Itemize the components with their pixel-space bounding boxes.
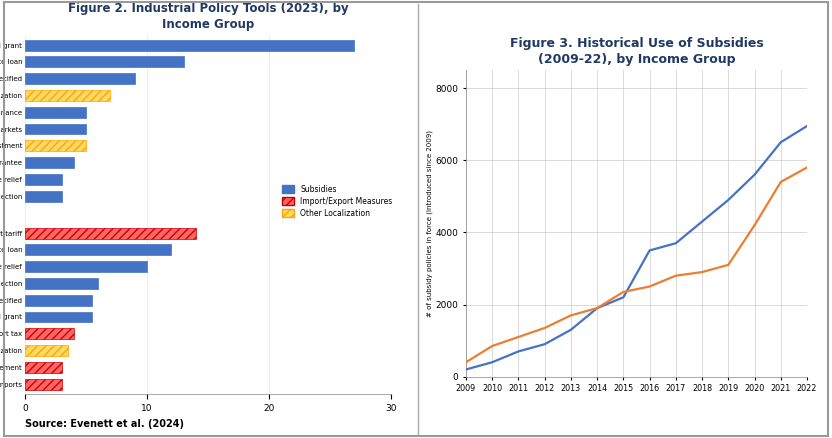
EMDEs [488,360,498,365]
EMDEs [566,327,576,332]
Bar [25,90,111,101]
EMDEs [540,342,550,347]
Y-axis label: # of subsidy policies in force (introduced since 2009): # of subsidy policies in force (introduc… [426,130,433,317]
EMDEs [461,367,471,372]
Bar [25,107,86,118]
EMDEs [723,197,733,202]
AEs [775,179,785,184]
Title: Figure 2. Industrial Policy Tools (2023), by
Income Group: Figure 2. Industrial Policy Tools (2023)… [67,2,349,31]
EMDEs [750,172,760,177]
EMDEs [618,295,628,300]
Bar [25,362,62,373]
EMDEs [671,240,681,246]
Bar [25,57,184,67]
Bar [25,295,92,306]
Line: EMDEs: EMDEs [466,126,807,370]
Bar [25,379,62,389]
AEs [461,360,471,365]
Bar [25,244,171,255]
AEs [488,343,498,349]
Bar [25,124,86,134]
Bar [25,157,74,168]
EMDEs [513,349,523,354]
Bar [25,40,354,50]
AEs [671,273,681,278]
AEs [723,262,733,268]
EMDEs [775,140,785,145]
EMDEs [645,248,655,253]
Bar [25,261,147,272]
AEs [592,306,602,311]
EMDEs [697,219,707,224]
Bar [25,191,62,201]
Bar [25,228,196,239]
Legend: Subsidies, Import/Export Measures, Other Localization: Subsidies, Import/Export Measures, Other… [280,183,394,220]
AEs [802,165,812,170]
EMDEs [592,306,602,311]
AEs [540,325,550,331]
Bar [25,328,74,339]
Bar [25,140,86,151]
AEs [750,223,760,228]
Bar [25,174,62,185]
Bar [25,278,98,289]
Line: AEs: AEs [466,167,807,362]
Text: Source: Evenett et al. (2024): Source: Evenett et al. (2024) [25,419,184,429]
EMDEs [802,124,812,129]
Bar [25,311,92,322]
AEs [618,289,628,294]
AEs [566,313,576,318]
AEs [645,284,655,289]
Bar [25,73,135,84]
Title: Figure 3. Historical Use of Subsidies
(2009-22), by Income Group: Figure 3. Historical Use of Subsidies (2… [510,37,763,66]
AEs [513,334,523,339]
AEs [697,269,707,275]
Legend: EMDEs, AEs: EMDEs, AEs [580,436,693,438]
Bar [25,345,67,356]
